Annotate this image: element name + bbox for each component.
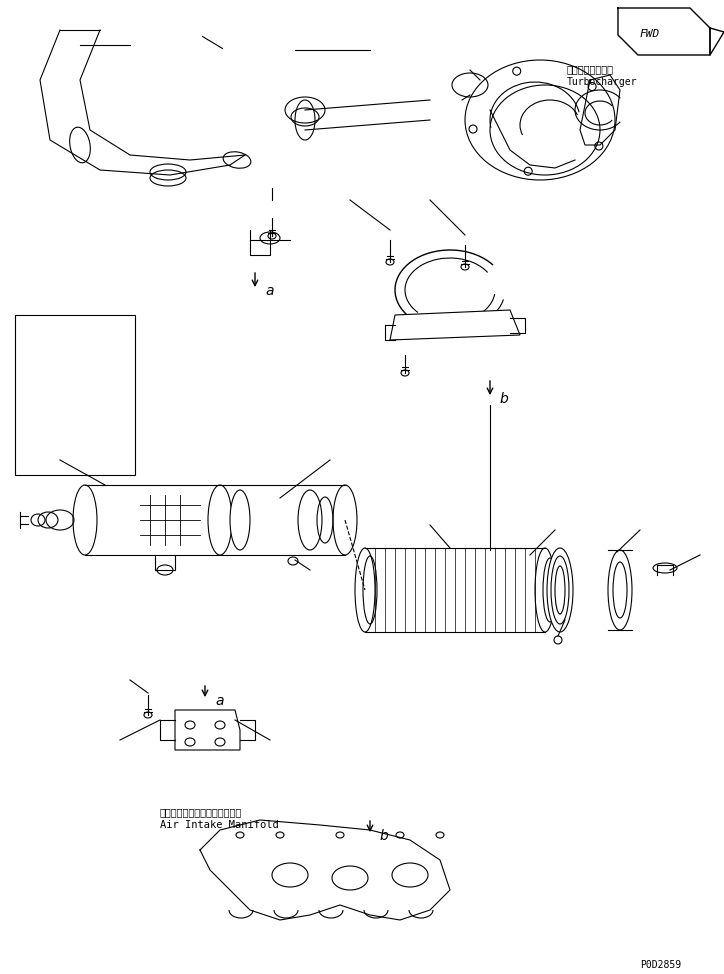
- Ellipse shape: [298, 490, 322, 550]
- Ellipse shape: [73, 485, 97, 555]
- Bar: [15, 315, 135, 475]
- Text: a: a: [265, 284, 274, 298]
- Ellipse shape: [355, 548, 375, 632]
- Text: P0D2859: P0D2859: [640, 960, 681, 970]
- Text: エアーインテークマニホールド: エアーインテークマニホールド: [160, 807, 243, 817]
- Text: Turbocharger: Turbocharger: [567, 77, 638, 87]
- Text: b: b: [500, 392, 509, 406]
- Ellipse shape: [208, 485, 232, 555]
- Text: a: a: [215, 694, 224, 708]
- Polygon shape: [175, 710, 240, 750]
- Text: b: b: [380, 829, 389, 843]
- Polygon shape: [390, 310, 520, 340]
- Text: FWD: FWD: [640, 29, 660, 39]
- Text: Air Intake Manifold: Air Intake Manifold: [160, 820, 279, 830]
- Ellipse shape: [230, 490, 250, 550]
- Ellipse shape: [547, 548, 573, 632]
- Ellipse shape: [608, 550, 632, 630]
- Text: ターボチャージャ: ターボチャージャ: [567, 64, 614, 74]
- Ellipse shape: [535, 548, 555, 632]
- Ellipse shape: [333, 485, 357, 555]
